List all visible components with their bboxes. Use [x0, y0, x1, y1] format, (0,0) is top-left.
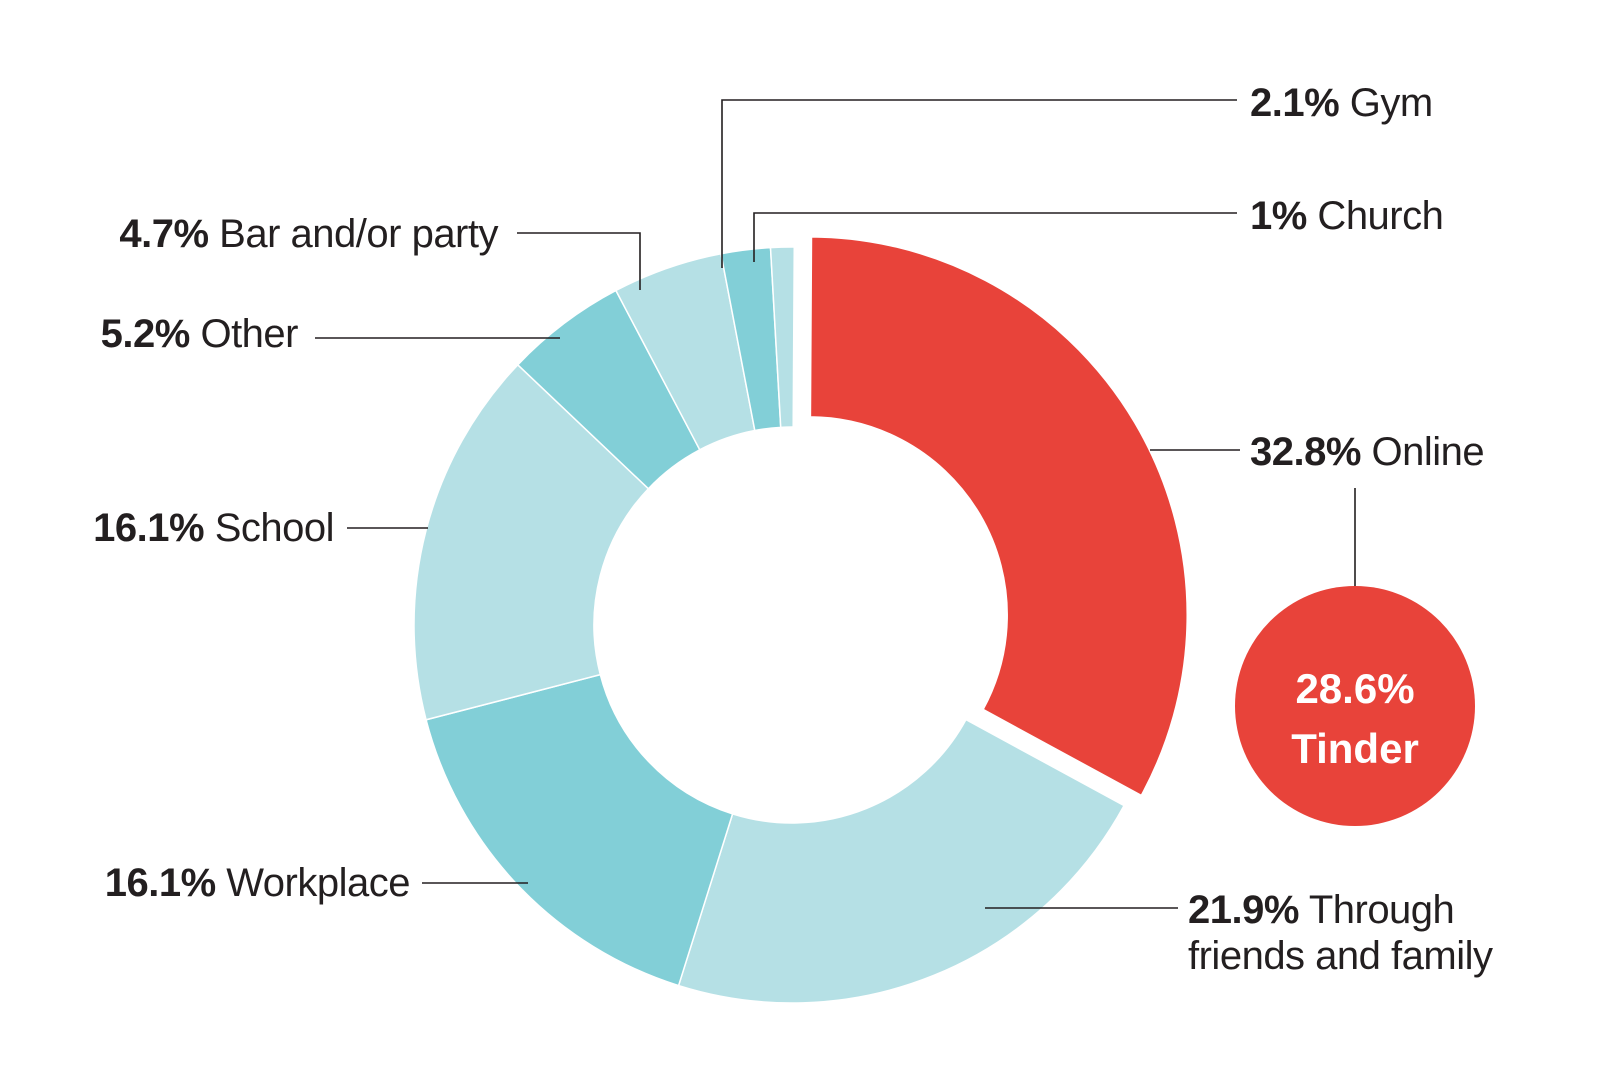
leader-bar-and-or-party — [517, 232, 641, 290]
callout-label: Tinder — [1291, 725, 1419, 772]
label-workplace: 16.1% Workplace — [105, 861, 410, 905]
slice-workplace — [425, 673, 734, 987]
label-through-friends-and-family: 21.9% Through friends and family — [1188, 888, 1493, 978]
donut-slices — [413, 236, 1188, 1004]
tinder-callout: 28.6% Tinder — [1235, 488, 1475, 826]
callout-circle — [1235, 586, 1475, 826]
label-name-school: School — [204, 506, 334, 550]
label-name-line-through-friends-and-family: friends and family — [1188, 934, 1493, 978]
label-church: 1% Church — [1250, 194, 1443, 238]
label-value-online: 32.8% — [1250, 430, 1361, 474]
label-bar-and-or-party: 4.7% Bar and/or party — [119, 212, 498, 256]
label-name-online: Online — [1361, 430, 1484, 474]
label-gym: 2.1% Gym — [1250, 81, 1433, 125]
leader-lines — [315, 99, 1240, 909]
label-name-workplace: Workplace — [216, 861, 410, 905]
slice-online — [809, 236, 1188, 797]
leader-gym — [721, 99, 1237, 268]
label-value-school: 16.1% — [93, 506, 204, 550]
slice-school — [413, 363, 650, 721]
label-name-gym: Gym — [1339, 81, 1433, 125]
label-name-through-friends-and-family: Through — [1299, 888, 1454, 932]
callout-value: 28.6% — [1295, 665, 1414, 712]
label-name-church: Church — [1307, 194, 1444, 238]
label-other: 5.2% Other — [101, 312, 299, 356]
label-value-workplace: 16.1% — [105, 861, 216, 905]
label-value-church: 1% — [1250, 194, 1307, 238]
label-school: 16.1% School — [93, 506, 334, 550]
label-name-other: Other — [190, 312, 298, 356]
label-name-bar-and-or-party: Bar and/or party — [209, 212, 499, 256]
slice-church — [769, 246, 796, 429]
slice-labels: 32.8% Online 21.9% Through friends and fam… — [93, 81, 1493, 978]
label-value-gym: 2.1% — [1250, 81, 1339, 125]
label-value-through-friends-and-family: 21.9% — [1188, 888, 1299, 932]
leader-church — [753, 212, 1237, 262]
label-value-bar-and-or-party: 4.7% — [119, 212, 208, 256]
label-value-other: 5.2% — [101, 312, 190, 356]
label-online: 32.8% Online — [1250, 430, 1484, 474]
slice-through-friends-and-family — [677, 718, 1126, 1004]
